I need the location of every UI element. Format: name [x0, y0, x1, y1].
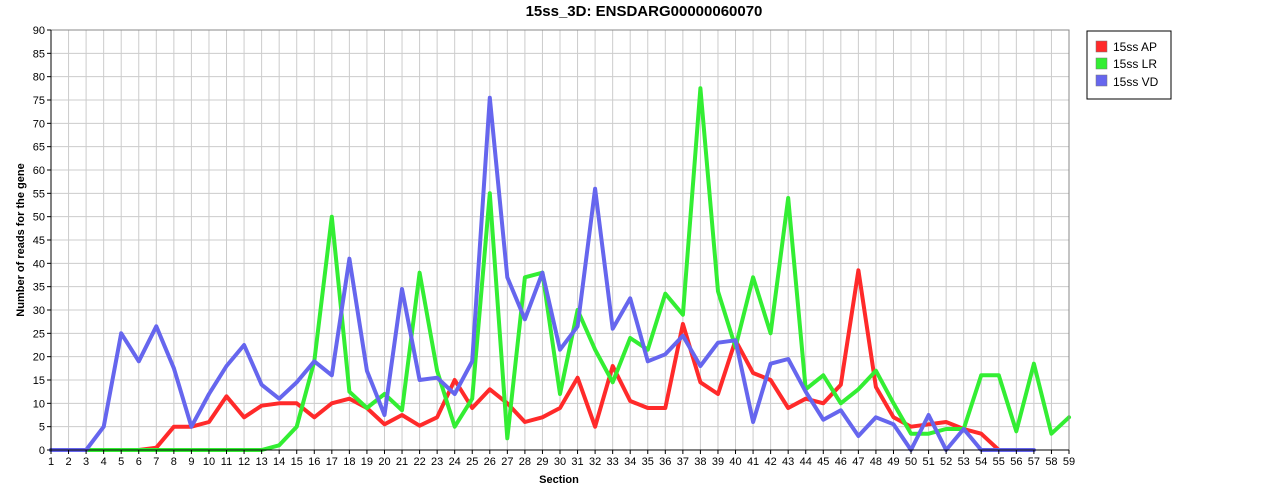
x-tick-label: 34	[624, 456, 636, 468]
y-tick-label: 20	[33, 352, 45, 364]
x-tick-label: 24	[449, 456, 461, 468]
y-tick-label: 0	[39, 445, 45, 457]
y-tick-label: 5	[39, 422, 45, 434]
y-axis-label: Number of reads for the gene	[15, 163, 27, 316]
x-tick-label: 59	[1063, 456, 1075, 468]
legend-swatch-ap	[1095, 40, 1108, 53]
x-tick-label: 46	[835, 456, 847, 468]
y-tick-label: 50	[33, 212, 45, 224]
x-tick-label: 26	[484, 456, 496, 468]
x-tick-label: 53	[958, 456, 970, 468]
x-tick-label: 57	[1028, 456, 1040, 468]
x-tick-label: 41	[747, 456, 759, 468]
chart-legend: 15ss AP 15ss LR 15ss VD	[1086, 30, 1172, 100]
legend-label-ap: 15ss AP	[1113, 40, 1157, 54]
x-tick-label: 37	[677, 456, 689, 468]
y-tick-label: 80	[33, 72, 45, 84]
x-axis-label: Section	[539, 474, 579, 486]
x-tick-label: 45	[817, 456, 829, 468]
y-tick-label: 75	[33, 95, 45, 107]
x-tick-label: 5	[118, 456, 124, 468]
y-tick-label: 65	[33, 142, 45, 154]
x-tick-label: 18	[343, 456, 355, 468]
x-tick-label: 47	[852, 456, 864, 468]
series-line-15ss-ap	[49, 268, 1001, 452]
x-tick-label: 42	[764, 456, 776, 468]
y-tick-label: 30	[33, 305, 45, 317]
x-tick-label: 14	[273, 456, 285, 468]
y-tick-label: 25	[33, 328, 45, 340]
x-tick-label: 2	[65, 456, 71, 468]
legend-label-vd: 15ss VD	[1113, 75, 1159, 89]
x-tick-label: 58	[1045, 456, 1057, 468]
x-tick-label: 20	[378, 456, 390, 468]
y-tick-label: 60	[33, 165, 45, 177]
y-tick-label: 55	[33, 188, 45, 200]
x-tick-label: 39	[712, 456, 724, 468]
x-tick-label: 7	[153, 456, 159, 468]
x-tick-label: 3	[83, 456, 89, 468]
x-tick-label: 54	[975, 456, 987, 468]
x-tick-label: 22	[413, 456, 425, 468]
chart-title: 15ss_3D: ENSDARG00000060070	[526, 3, 763, 20]
x-tick-label: 1	[48, 456, 54, 468]
x-tick-label: 30	[554, 456, 566, 468]
x-tick-label: 51	[922, 456, 934, 468]
x-tick-label: 38	[694, 456, 706, 468]
x-tick-label: 52	[940, 456, 952, 468]
x-tick-label: 11	[221, 456, 232, 468]
y-tick-label: 70	[33, 118, 45, 130]
x-tick-label: 48	[870, 456, 882, 468]
legend-label-lr: 15ss LR	[1113, 57, 1157, 71]
x-tick-label: 28	[519, 456, 531, 468]
x-tick-label: 19	[361, 456, 373, 468]
x-tick-label: 21	[396, 456, 408, 468]
y-tick-label: 35	[33, 282, 45, 294]
x-tick-label: 56	[1010, 456, 1022, 468]
x-tick-label: 23	[431, 456, 443, 468]
series-line-15ss-vd	[49, 95, 1036, 452]
y-tick-label: 45	[33, 235, 45, 247]
x-tick-label: 10	[203, 456, 215, 468]
x-tick-label: 29	[536, 456, 548, 468]
chart-grid	[50, 29, 1070, 451]
x-tick-label: 43	[782, 456, 794, 468]
x-tick-label: 8	[171, 456, 177, 468]
x-tick-label: 6	[136, 456, 142, 468]
x-tick-label: 35	[642, 456, 654, 468]
y-tick-label: 10	[33, 398, 45, 410]
y-tick-label: 90	[33, 25, 45, 37]
x-tick-label: 40	[729, 456, 741, 468]
x-tick-label: 44	[800, 456, 812, 468]
x-tick-label: 36	[659, 456, 671, 468]
x-tick-label: 55	[993, 456, 1005, 468]
x-tick-label: 33	[607, 456, 619, 468]
x-tick-label: 49	[887, 456, 899, 468]
x-tick-label: 32	[589, 456, 601, 468]
x-tick-label: 16	[308, 456, 320, 468]
y-tick-label: 85	[33, 48, 45, 60]
legend-swatch-lr	[1095, 57, 1108, 70]
x-tick-label: 50	[905, 456, 917, 468]
y-tick-label: 15	[33, 375, 45, 387]
legend-swatch-vd	[1095, 74, 1108, 87]
x-tick-label: 12	[238, 456, 250, 468]
x-tick-label: 9	[188, 456, 194, 468]
x-tick-label: 31	[571, 456, 583, 468]
x-tick-label: 27	[501, 456, 513, 468]
y-tick-label: 40	[33, 258, 45, 270]
x-tick-label: 4	[101, 456, 107, 468]
x-tick-label: 25	[466, 456, 478, 468]
x-tick-label: 15	[291, 456, 303, 468]
x-tick-label: 13	[255, 456, 267, 468]
x-tick-label: 17	[326, 456, 338, 468]
